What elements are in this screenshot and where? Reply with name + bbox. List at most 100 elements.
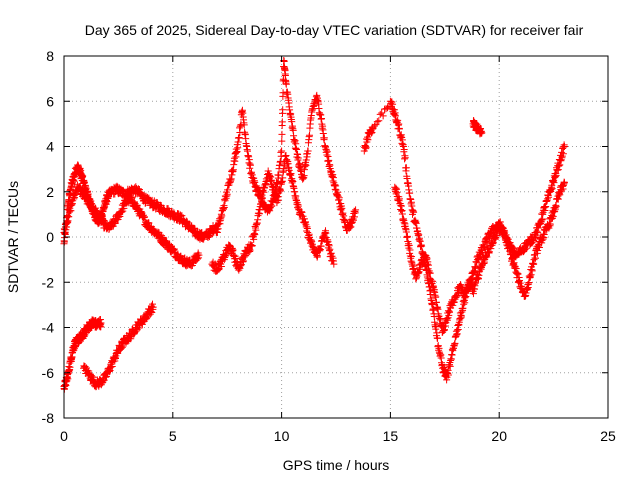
data-point-interp xyxy=(232,153,240,161)
data-point-interp xyxy=(483,253,491,261)
data-point-interp xyxy=(65,213,73,221)
data-point-interp xyxy=(349,216,357,224)
series-track-d xyxy=(80,300,157,391)
series-track-i xyxy=(469,116,486,138)
data-point-interp xyxy=(444,371,452,379)
chart-title: Day 365 of 2025, Sidereal Day-to-day VTE… xyxy=(85,22,584,38)
data-point-interp xyxy=(489,223,497,231)
series-track-g xyxy=(360,97,568,384)
data-point-interp xyxy=(554,195,562,203)
data-point-interp xyxy=(325,156,333,164)
data-point-interp xyxy=(205,233,213,241)
y-tick-label: 0 xyxy=(46,229,54,245)
data-point-interp xyxy=(291,137,299,145)
data-point-interp xyxy=(527,271,535,279)
data-point-interp xyxy=(323,148,331,156)
data-point-interp xyxy=(251,231,259,239)
data-point-interp xyxy=(410,208,418,216)
data-point-interp xyxy=(426,269,434,277)
data-point-interp xyxy=(278,137,286,145)
series-track-f xyxy=(208,152,338,275)
data-point-interp xyxy=(227,175,235,183)
data-point-interp xyxy=(383,104,391,112)
data-point-interp xyxy=(233,147,241,155)
data-point-interp xyxy=(304,147,312,155)
data-point-interp xyxy=(362,143,370,151)
data-point-interp xyxy=(246,161,254,169)
data-point-interp xyxy=(141,213,149,221)
y-tick-label: 4 xyxy=(46,139,54,155)
data-point-interp xyxy=(364,136,372,144)
data-point-interp xyxy=(277,187,285,195)
data-point-interp xyxy=(217,263,225,270)
data-point-interp xyxy=(401,154,409,162)
data-point-interp xyxy=(546,220,554,228)
data-point-interp xyxy=(213,229,221,237)
x-tick-label: 15 xyxy=(383,428,399,444)
data-point-interp xyxy=(493,232,501,240)
data-point-interp xyxy=(459,304,467,312)
data-point-interp xyxy=(154,228,162,236)
data-point-interp xyxy=(446,362,454,370)
data-point-interp xyxy=(66,363,74,371)
data-point xyxy=(149,303,157,311)
data-point-interp xyxy=(462,293,470,301)
data-point-interp xyxy=(373,118,381,126)
y-tick-label: -2 xyxy=(42,274,55,290)
x-tick-label: 5 xyxy=(169,428,177,444)
data-point-interp xyxy=(548,185,556,193)
data-point-interp xyxy=(389,100,397,108)
data-point-interp xyxy=(534,229,542,237)
data-point-interp xyxy=(302,156,310,164)
data-point-interp xyxy=(163,237,171,245)
data-point-interp xyxy=(434,334,442,342)
series-track-a xyxy=(60,161,220,248)
data-point-interp xyxy=(525,278,533,286)
x-tick-label: 10 xyxy=(274,428,290,444)
data-point-interp xyxy=(232,255,240,263)
data-point-interp xyxy=(559,150,567,158)
data-point-interp xyxy=(214,265,222,273)
y-axis-label: SDTVAR / TECUs xyxy=(5,181,21,293)
data-point-interp xyxy=(509,253,517,261)
data-point-interp xyxy=(248,171,256,179)
data-point-interp xyxy=(479,249,487,257)
data-point-interp xyxy=(370,122,378,130)
data-point-interp xyxy=(465,284,473,292)
data-point-interp xyxy=(428,277,436,285)
data-point-interp xyxy=(298,208,306,216)
data-point-interp xyxy=(451,339,459,347)
data-point-interp xyxy=(67,207,75,215)
data-point-interp xyxy=(402,164,410,172)
data-point xyxy=(97,319,105,327)
data-point-interp xyxy=(424,258,432,266)
data-point-interp xyxy=(461,294,469,302)
data-point-interp xyxy=(381,105,389,113)
series-track-h xyxy=(391,178,568,336)
data-point-interp xyxy=(372,121,380,129)
y-tick-label: -6 xyxy=(42,365,55,381)
data-point-interp xyxy=(324,238,332,246)
data-point-interp xyxy=(63,212,71,220)
data-point-interp xyxy=(400,145,408,153)
data-point-interp xyxy=(457,281,465,289)
data-point-interp xyxy=(395,125,403,133)
data-point-interp xyxy=(278,118,286,126)
data-point-interp xyxy=(258,194,266,202)
data-point xyxy=(560,179,568,187)
data-point-interp xyxy=(275,171,283,179)
data-point xyxy=(195,251,203,259)
data-point-interp xyxy=(292,145,300,153)
data-point-interp xyxy=(507,251,515,259)
data-point-interp xyxy=(485,248,493,256)
data-point-interp xyxy=(320,134,328,142)
data-marks xyxy=(60,57,568,393)
x-axis-label: GPS time / hours xyxy=(283,457,390,473)
data-point-interp xyxy=(133,201,141,209)
data-point-interp xyxy=(287,170,295,178)
data-point-interp xyxy=(555,162,563,170)
data-point xyxy=(352,206,360,214)
data-point-interp xyxy=(379,112,387,120)
data-point-interp xyxy=(282,80,290,88)
